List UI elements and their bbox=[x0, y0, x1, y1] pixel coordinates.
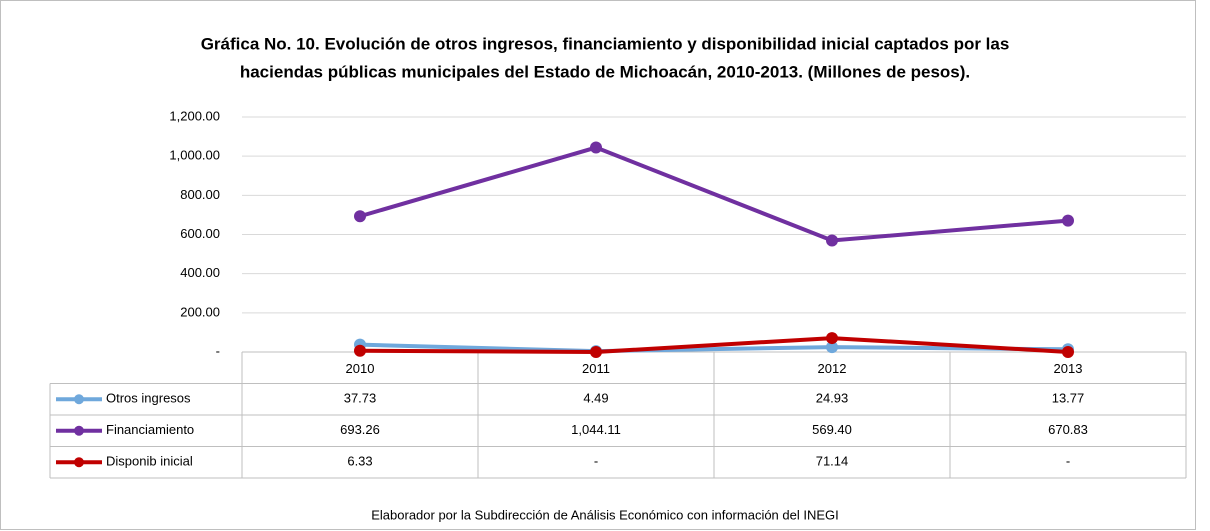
point bbox=[1062, 214, 1074, 227]
legend-label: Disponib inicial bbox=[106, 454, 193, 469]
y-tick-label: 400.00 bbox=[180, 265, 220, 280]
legend-key-marker bbox=[74, 457, 84, 468]
point bbox=[354, 210, 366, 223]
legend-key-marker bbox=[74, 425, 84, 436]
table-value: 693.26 bbox=[340, 422, 380, 437]
point bbox=[590, 141, 602, 154]
point bbox=[826, 341, 838, 354]
y-tick-label: - bbox=[216, 343, 220, 358]
table-value: 24.93 bbox=[816, 391, 849, 406]
table-value: 37.73 bbox=[344, 391, 377, 406]
table-value: 4.49 bbox=[583, 391, 608, 406]
x-tick-label: 2012 bbox=[818, 361, 847, 376]
table-value: 569.40 bbox=[812, 422, 852, 437]
series-line bbox=[359, 342, 1069, 354]
table-value: 13.77 bbox=[1052, 391, 1085, 406]
point bbox=[354, 344, 366, 357]
legend-key-marker bbox=[74, 394, 84, 405]
y-tick-label: 1,200.00 bbox=[169, 108, 220, 123]
source-note: Elaborador por la Subdirección de Anális… bbox=[371, 507, 839, 522]
point bbox=[590, 346, 602, 358]
point bbox=[826, 332, 838, 345]
table-value: 670.83 bbox=[1048, 422, 1088, 437]
series-line bbox=[359, 336, 1069, 355]
series-line bbox=[359, 145, 1069, 243]
x-tick-label: 2011 bbox=[582, 361, 610, 376]
point bbox=[1062, 346, 1074, 358]
x-tick-label: 2010 bbox=[346, 361, 375, 376]
y-tick-label: 1,000.00 bbox=[169, 148, 220, 163]
y-tick-label: 600.00 bbox=[180, 226, 220, 241]
y-tick-label: 200.00 bbox=[180, 304, 220, 319]
table-value: 6.33 bbox=[347, 454, 372, 469]
x-tick-label: 2013 bbox=[1054, 361, 1083, 376]
table-value: 71.14 bbox=[816, 454, 849, 469]
table-value: 1,044.11 bbox=[571, 422, 621, 437]
y-tick-label: 800.00 bbox=[180, 187, 220, 202]
legend-label: Financiamiento bbox=[106, 422, 194, 437]
table-value: - bbox=[1066, 454, 1070, 469]
chart-subtitle: haciendas públicas municipales del Estad… bbox=[240, 62, 970, 81]
legend-label: Otros ingresos bbox=[106, 391, 191, 406]
point bbox=[826, 234, 838, 247]
chart-title: Gráfica No. 10. Evolución de otros ingre… bbox=[201, 34, 1010, 53]
table-value: - bbox=[594, 454, 598, 469]
